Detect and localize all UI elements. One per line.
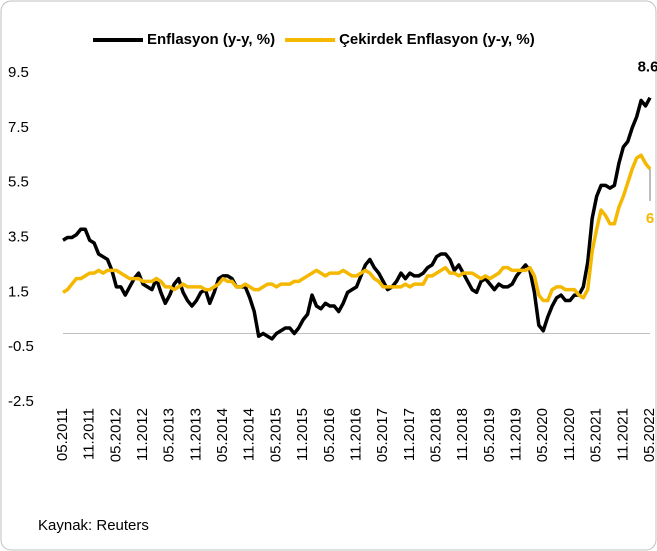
y-tick-label: 1.5 xyxy=(8,283,29,300)
y-tick-label: 5.5 xyxy=(8,174,29,191)
series-line xyxy=(62,96,652,341)
x-tick-label: 11.2011 xyxy=(81,408,98,460)
x-tick-label: 11.2018 xyxy=(454,408,471,461)
x-tick-label: 11.2016 xyxy=(347,408,364,461)
x-tick-label: 05.2022 xyxy=(641,408,657,462)
x-tick-label: 05.2021 xyxy=(588,408,605,462)
y-tick-label: 3.5 xyxy=(8,228,29,245)
x-tick-label: 05.2016 xyxy=(321,408,338,462)
x-tick-label: 05.2020 xyxy=(534,408,551,462)
x-tick-label: 11.2012 xyxy=(134,408,151,461)
x-tick-label: 11.2014 xyxy=(241,408,258,461)
x-tick-label: 11.2017 xyxy=(401,408,418,461)
x-tick-label: 05.2015 xyxy=(267,408,284,462)
x-tick-label: 05.2018 xyxy=(428,408,445,462)
series-line xyxy=(62,153,652,303)
x-tick-label: 05.2012 xyxy=(107,408,124,462)
source: Kaynak: Reuters xyxy=(38,517,149,534)
x-tick-label: 05.2014 xyxy=(214,408,231,462)
x-tick-label: 05.2019 xyxy=(481,408,498,462)
value-label: 6 xyxy=(646,210,654,227)
x-tick-label: 05.2013 xyxy=(161,408,178,462)
x-tick-label: 05.2011 xyxy=(54,408,71,461)
x-tick-label: 05.2017 xyxy=(374,408,391,462)
x-tick-label: 11.2021 xyxy=(614,408,631,461)
x-tick-label: 11.2013 xyxy=(187,408,204,461)
y-tick-label: -0.5 xyxy=(8,338,34,355)
y-tick-label: -2.5 xyxy=(8,393,34,410)
x-tick-label: 11.2015 xyxy=(294,408,311,461)
x-tick-label: 11.2020 xyxy=(561,408,578,461)
value-label: 8.6 xyxy=(638,59,657,76)
y-tick-label: 9.5 xyxy=(8,64,29,81)
y-tick-label: 7.5 xyxy=(8,119,29,136)
legend-label: Çekirdek Enflasyon (y-y, %) xyxy=(339,31,535,48)
legend-label: Enflasyon (y-y, %) xyxy=(147,31,275,48)
x-tick-label: 11.2019 xyxy=(508,408,525,461)
